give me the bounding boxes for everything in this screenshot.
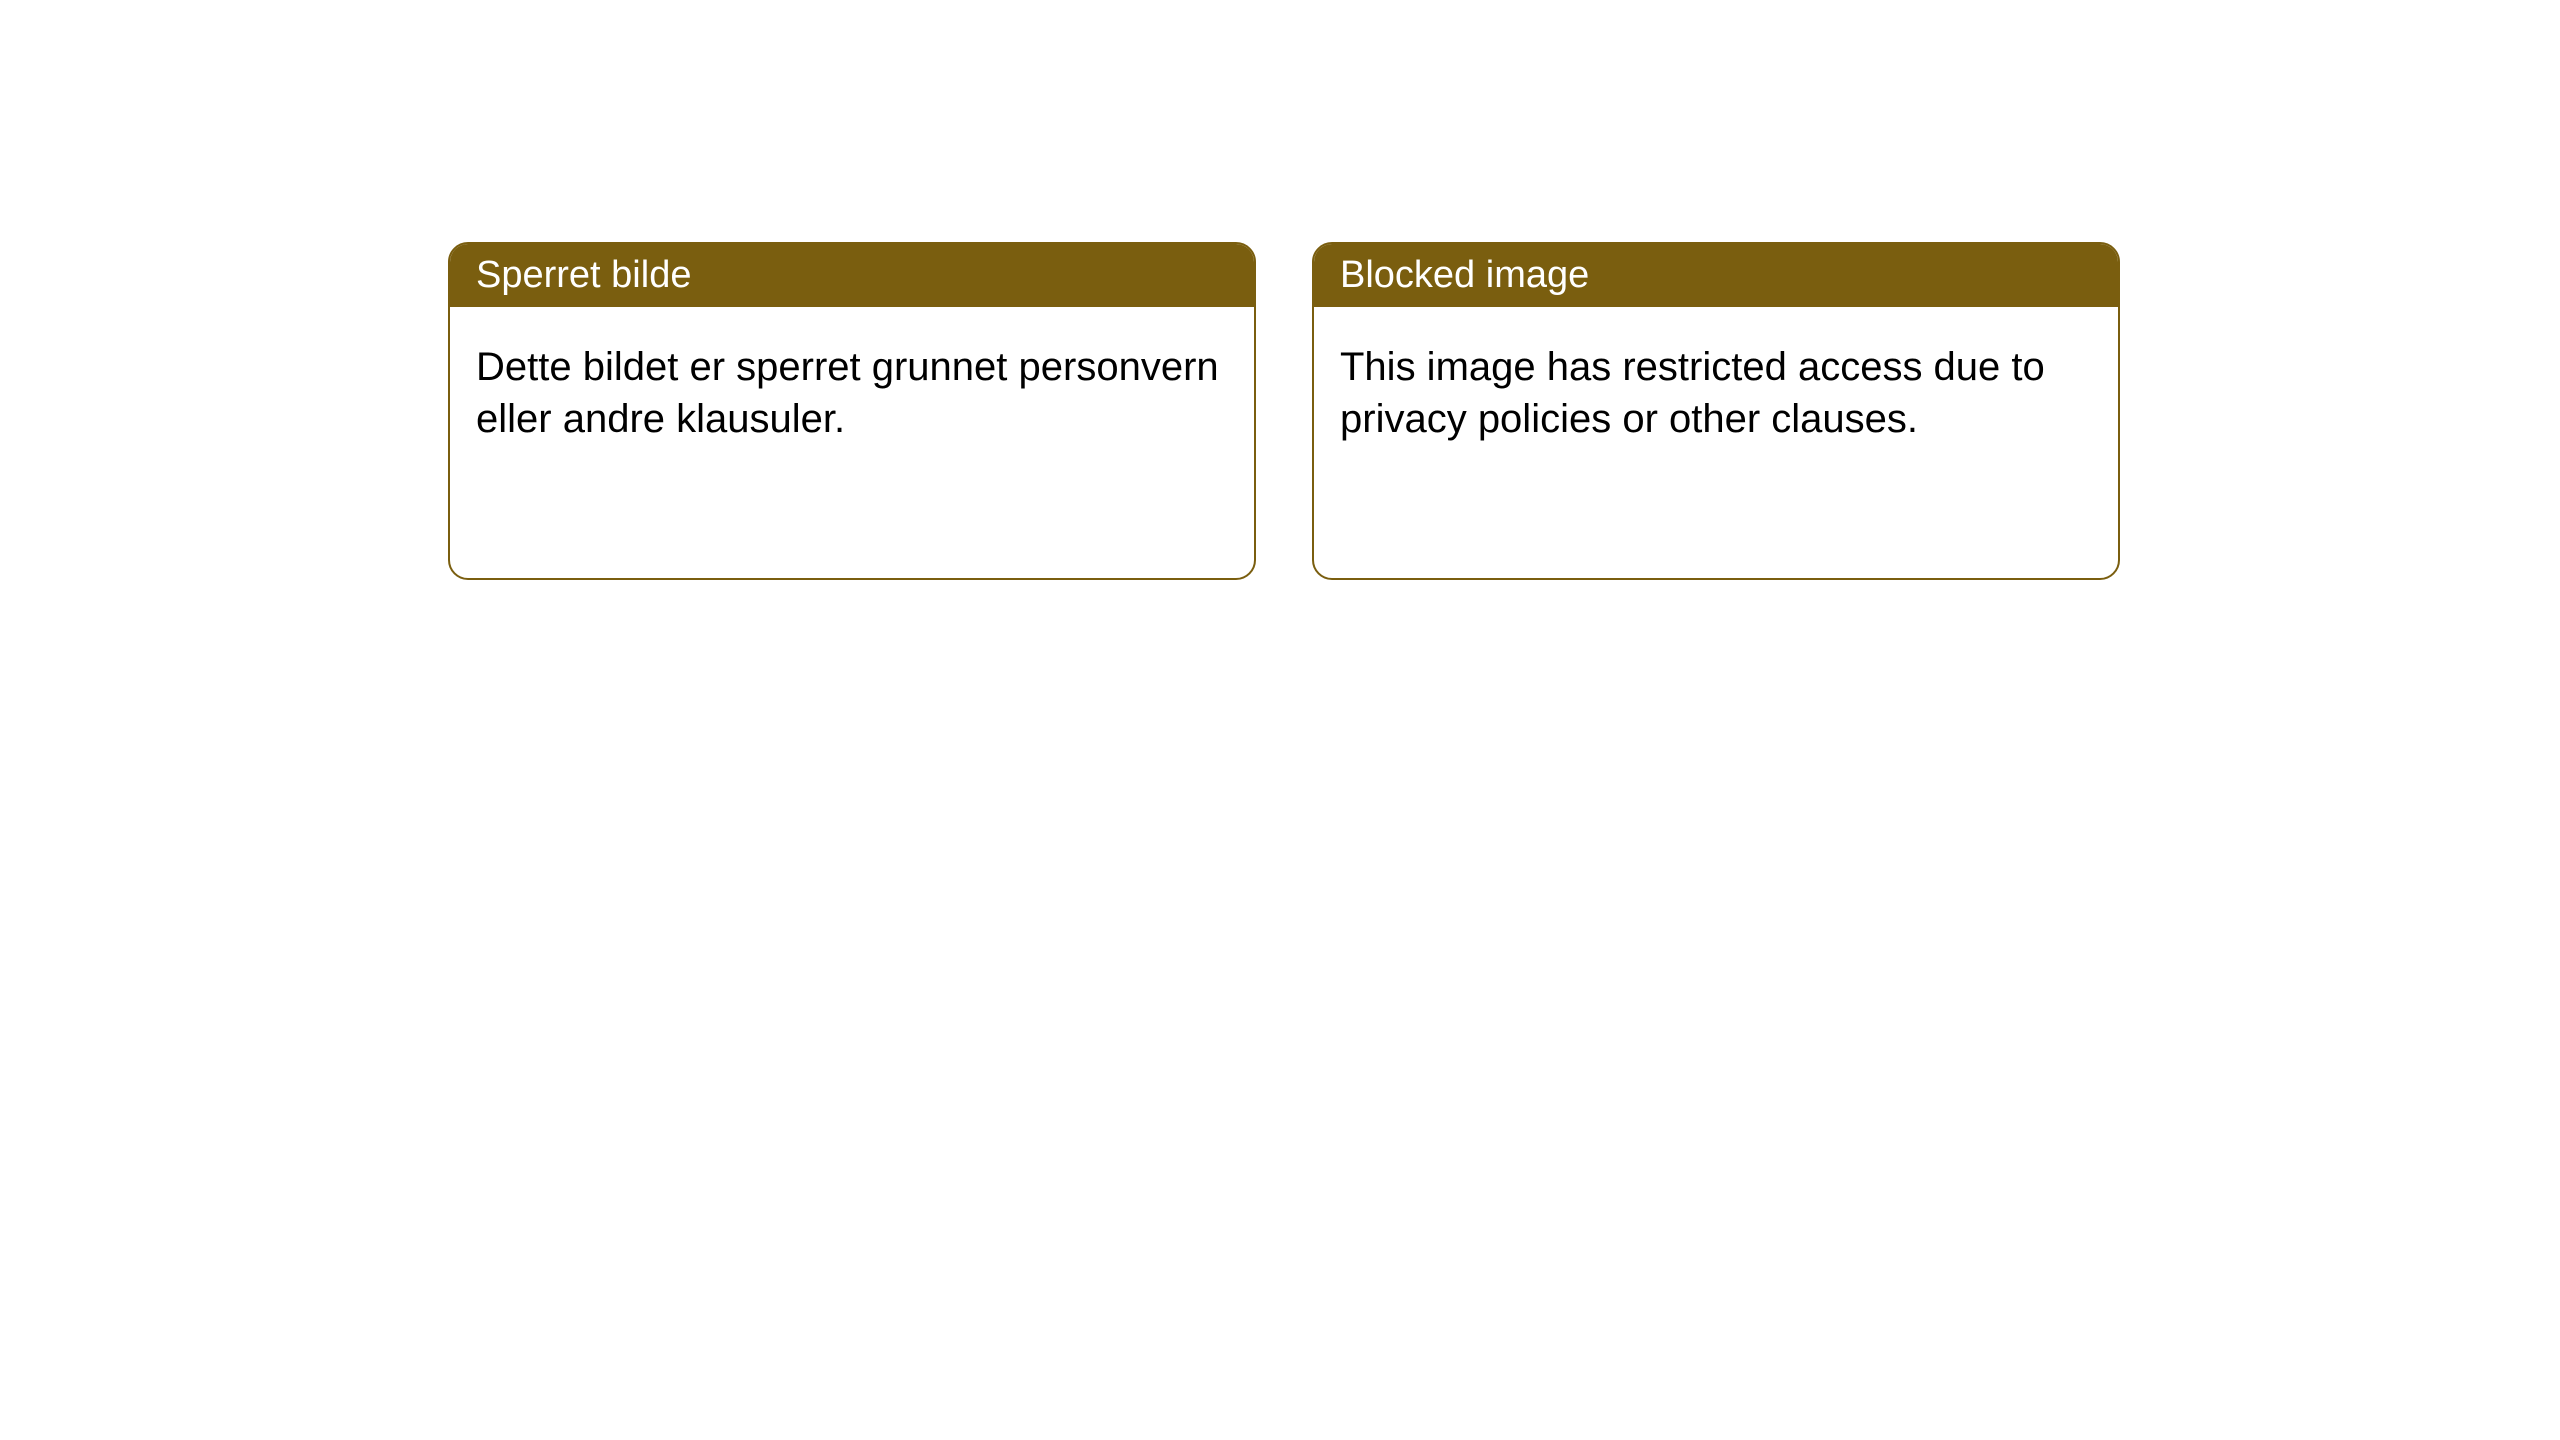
card-header-no: Sperret bilde [450,244,1254,307]
card-text-en: This image has restricted access due to … [1340,345,2045,441]
card-title-en: Blocked image [1340,254,1589,296]
cards-container: Sperret bilde Dette bildet er sperret gr… [0,0,2560,580]
card-text-no: Dette bildet er sperret grunnet personve… [476,345,1219,441]
card-body-no: Dette bildet er sperret grunnet personve… [450,307,1254,479]
card-body-en: This image has restricted access due to … [1314,307,2118,479]
card-header-en: Blocked image [1314,244,2118,307]
blocked-image-card-en: Blocked image This image has restricted … [1312,242,2120,580]
blocked-image-card-no: Sperret bilde Dette bildet er sperret gr… [448,242,1256,580]
card-title-no: Sperret bilde [476,254,691,296]
